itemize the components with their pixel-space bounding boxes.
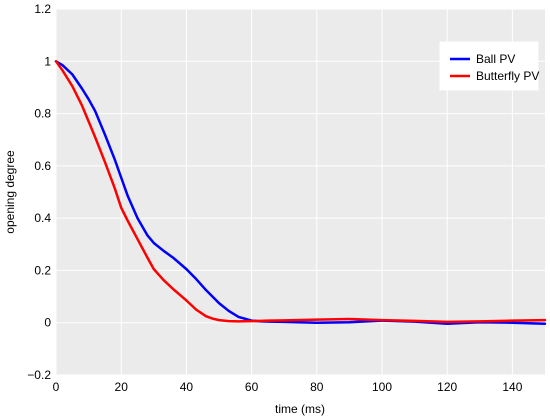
series-lines xyxy=(54,60,547,326)
legend-label-ball-pv: Ball PV xyxy=(476,52,515,66)
x-tick-label: 100 xyxy=(372,380,392,394)
x-tick-label: 20 xyxy=(115,380,129,394)
y-tick-labels: −0.2 0 0.2 0.4 0.6 0.8 1 1.2 xyxy=(27,2,51,382)
legend-label-butterfly-pv: Butterfly PV xyxy=(476,69,539,83)
y-tick-label: 1.2 xyxy=(34,2,51,16)
series-line-ball-pv xyxy=(54,60,547,326)
y-tick-label: 0 xyxy=(44,316,51,330)
x-tick-labels: 0 20 40 60 80 100 120 140 xyxy=(53,380,523,394)
y-tick-label: 1 xyxy=(44,54,51,68)
x-tick-label: 120 xyxy=(437,380,457,394)
y-tick-label: 0.4 xyxy=(34,211,51,225)
y-tick-label: 0.6 xyxy=(34,159,51,173)
legend: Ball PV Butterfly PV xyxy=(439,41,539,91)
x-tick-label: 40 xyxy=(180,380,194,394)
x-tick-label: 140 xyxy=(502,380,522,394)
y-axis-label: opening degree xyxy=(3,150,17,234)
legend-box xyxy=(439,41,539,91)
x-tick-label: 80 xyxy=(310,380,324,394)
x-tick-label: 0 xyxy=(53,380,60,394)
y-tick-label: 0.2 xyxy=(34,263,51,277)
x-axis-label: time (ms) xyxy=(275,402,325,416)
series-line-butterfly-pv xyxy=(54,60,547,324)
y-tick-label: −0.2 xyxy=(27,368,51,382)
y-tick-label: 0.8 xyxy=(34,107,51,121)
x-tick-label: 60 xyxy=(245,380,259,394)
